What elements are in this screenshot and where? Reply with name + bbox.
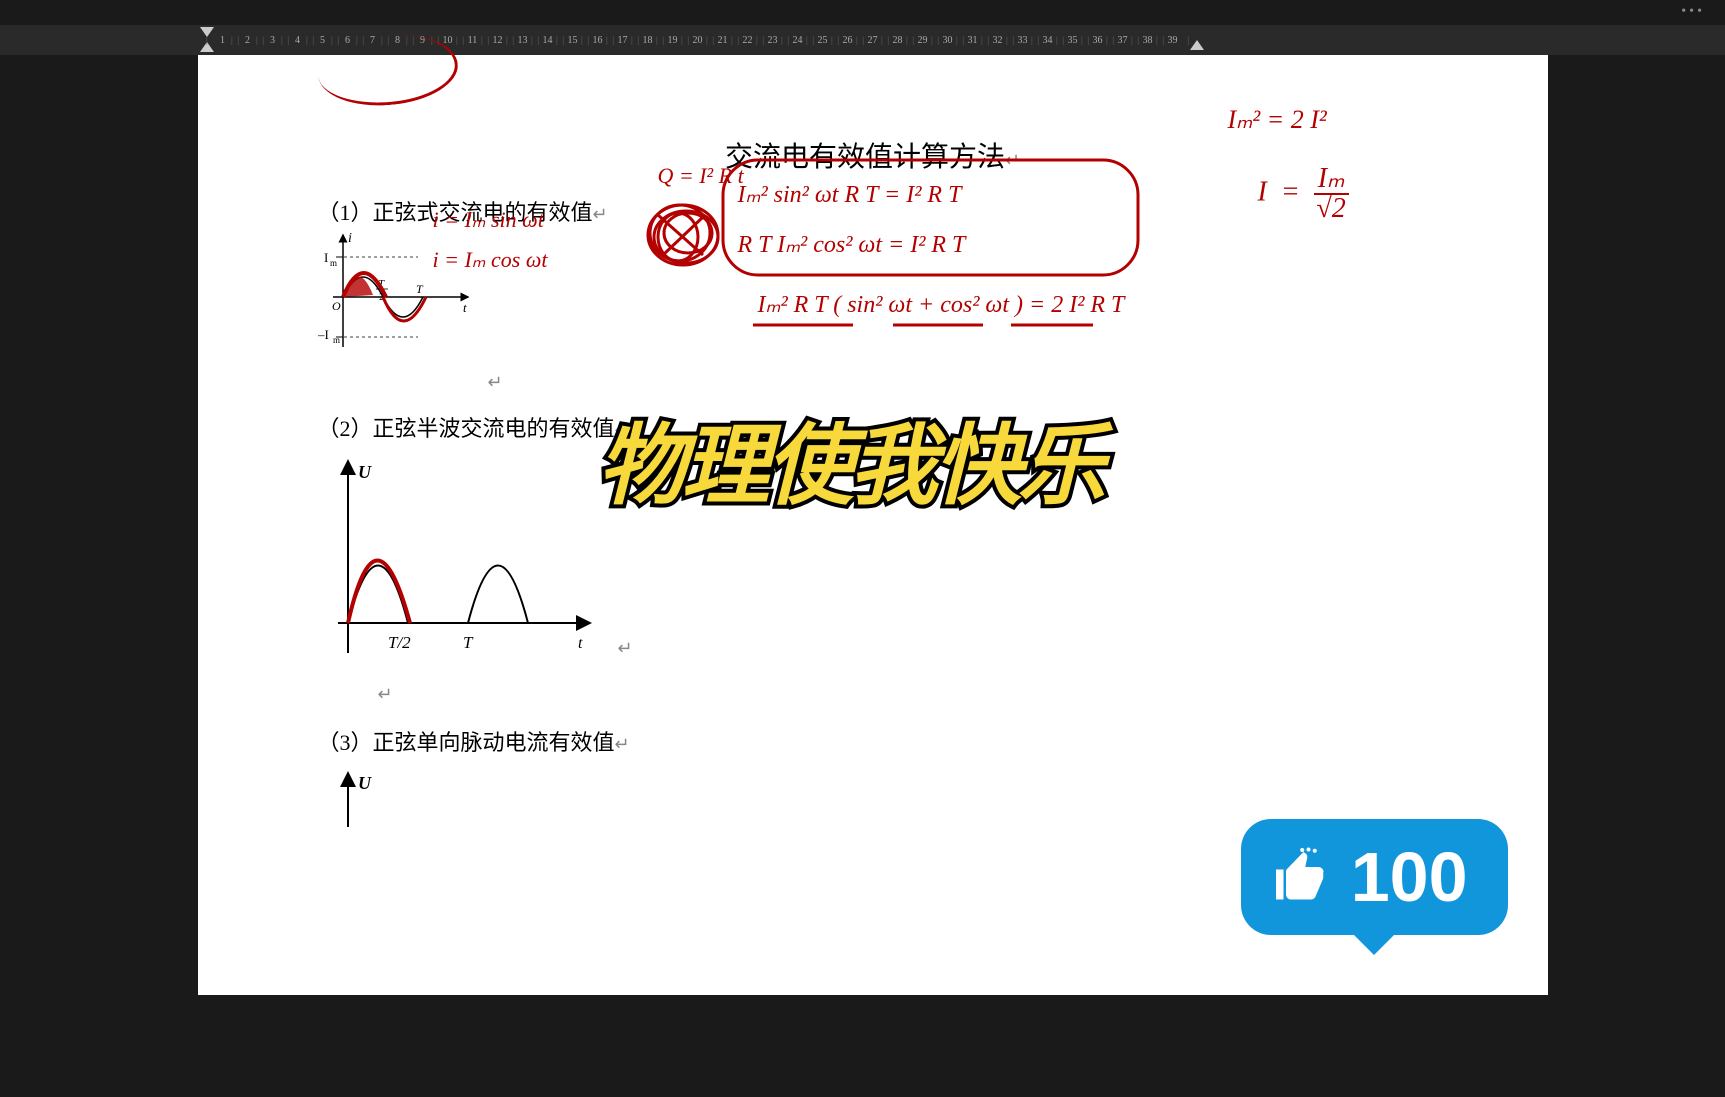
like-count: 100 (1351, 837, 1468, 917)
annotation-box-line2: R T Iₘ² cos² ωt = I² R T (738, 230, 966, 259)
section-2-heading: （2）正弦半波交流电的有效值↵ (318, 411, 1488, 443)
x-axis-label: t (578, 635, 583, 652)
y-axis-label: U (358, 773, 372, 793)
section-2-text: （2）正弦半波交流电的有效值 (318, 416, 615, 441)
origin-label: O (332, 299, 341, 313)
paragraph-mark-icon: ↵ (618, 638, 633, 658)
boxed-equations-annotation (718, 155, 1148, 285)
window-bottom-bar (0, 995, 1725, 1065)
window-top-bar: ••• (0, 0, 1725, 25)
svg-text:–I: –I (318, 327, 329, 342)
section-3-text: （3）正弦单向脉动电流有效值 (318, 730, 615, 755)
paragraph-mark-icon: ↵ (615, 734, 630, 754)
annotation-eq2: i = Iₘ cos ωt (433, 247, 548, 273)
y-axis-label: U (358, 462, 372, 482)
svg-text:I: I (324, 250, 328, 265)
annotation-right1: Iₘ² = 2 I² (1228, 105, 1327, 135)
pulsating-graph: U (318, 767, 598, 827)
annotation-right2: I = Iₘ√2 (1258, 165, 1349, 223)
svg-text:m: m (330, 258, 337, 268)
thumbs-up-icon (1271, 847, 1331, 907)
paragraph-mark-icon: ↵ (593, 204, 608, 224)
horizontal-ruler[interactable]: 1234567891011121314151617181920212223242… (0, 25, 1725, 55)
paragraph-mark-icon: ↵ (378, 684, 393, 704)
tick-T: T (463, 633, 474, 652)
paragraph-mark-icon: ↵ (615, 420, 630, 440)
y-axis-label: i (348, 231, 352, 246)
menu-dots-icon[interactable]: ••• (1681, 4, 1705, 20)
scribble-circle-annotation (638, 195, 728, 275)
annotation-eq1: i = Iₘ sin ωt (433, 207, 544, 233)
annotation-box-line1: Iₘ² sin² ωt R T = I² R T (738, 180, 962, 209)
annotation-sum-line: Iₘ² R T ( sin² ωt + cos² ωt ) = 2 I² R T (758, 290, 1125, 319)
indent-marker-right-icon[interactable] (1190, 40, 1204, 50)
app-frame: ••• 123456789101112131415161718192021222… (0, 0, 1725, 1097)
document-page: 交流电有效值计算方法↵ （1）正弦式交流电的有效值↵ i Im –Im t O (198, 55, 1548, 995)
section-3-heading: （3）正弦单向脉动电流有效值↵ (318, 725, 1488, 757)
x-axis-label: t (463, 300, 467, 315)
paragraph-mark-icon: ↵ (488, 372, 503, 392)
svg-text:T: T (416, 282, 424, 296)
half-wave-graph: U t T/2 T (318, 453, 598, 663)
page-scroll-area[interactable]: 交流电有效值计算方法↵ （1）正弦式交流电的有效值↵ i Im –Im t O (0, 55, 1725, 995)
tick-T2: T/2 (388, 633, 411, 652)
underline-annotation (753, 320, 1313, 340)
ruler-tick: 39 (1160, 35, 1185, 46)
like-badge[interactable]: 100 (1241, 819, 1508, 935)
